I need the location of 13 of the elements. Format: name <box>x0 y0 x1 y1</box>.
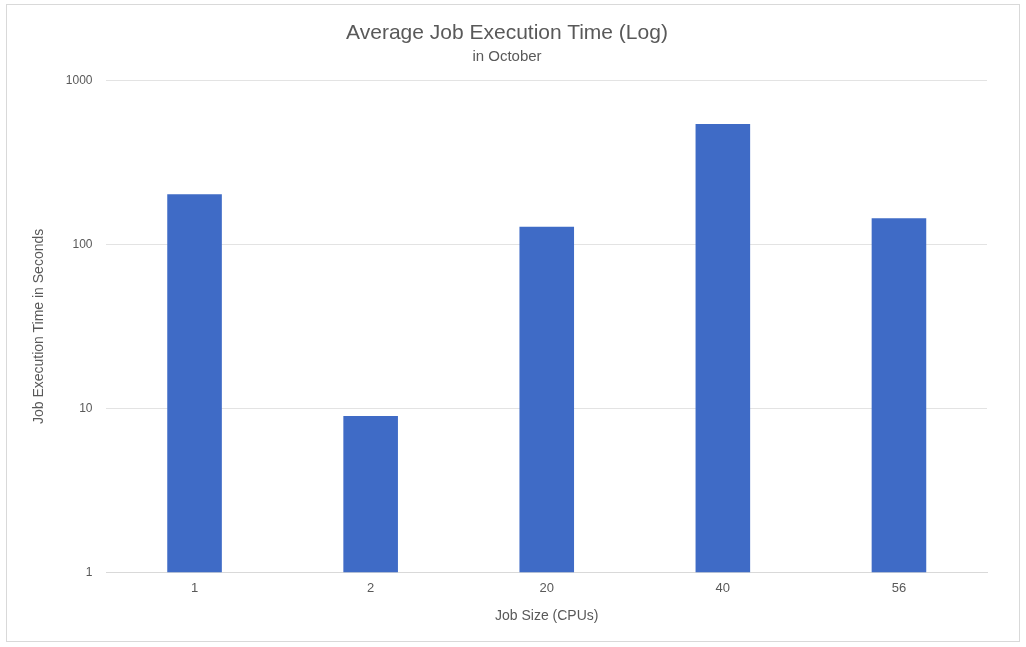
chart-title: Average Job Execution Time (Log) <box>346 20 668 44</box>
y-tick-label: 1000 <box>65 72 93 87</box>
x-tick-label: 2 <box>367 579 375 595</box>
x-tick-label: 56 <box>891 579 907 595</box>
x-axis-title: Job Size (CPUs) <box>495 607 599 624</box>
y-axis-title: Job Execution Time in Seconds <box>30 228 47 425</box>
y-tick-label: 1 <box>85 564 93 579</box>
y-tick-label: 10 <box>79 400 93 415</box>
y-tick-label: 100 <box>72 236 93 251</box>
chart-subtitle: in October <box>472 47 542 65</box>
x-tick-label: 20 <box>539 579 554 595</box>
x-tick-label: 1 <box>190 579 199 595</box>
x-tick-label: 40 <box>715 579 731 595</box>
